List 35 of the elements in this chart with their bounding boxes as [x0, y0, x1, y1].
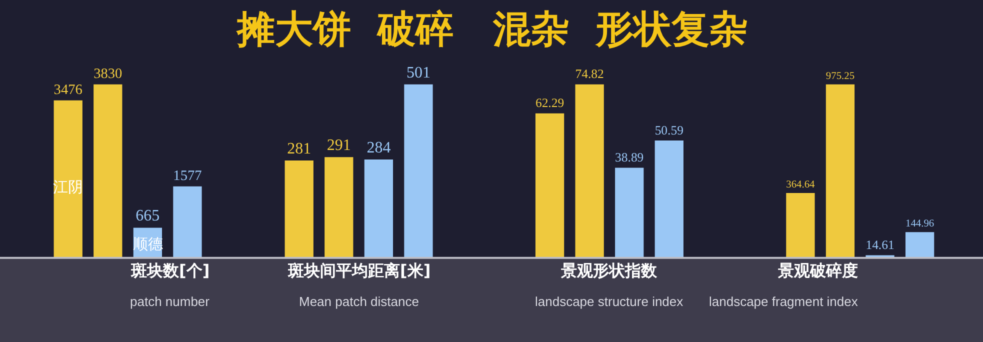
data-label: 284	[366, 140, 391, 157]
x-axis-title: 景观形状指数 landscape structure index	[535, 261, 684, 309]
bar	[284, 160, 314, 258]
data-label: 38.89	[615, 150, 644, 165]
x-axis-title: 斑块数[个] patch number	[130, 261, 210, 309]
data-label: 665	[136, 208, 160, 225]
data-label: 50.59	[654, 123, 684, 138]
bar	[826, 84, 855, 258]
bar	[786, 193, 815, 258]
text: 摊大饼 破碎 混杂 形状复杂	[236, 7, 748, 51]
bar	[654, 140, 684, 258]
bar	[364, 160, 394, 258]
data-label: 281	[287, 140, 312, 158]
data-label: 14.61	[866, 238, 894, 252]
data-label: 74.82	[575, 67, 604, 82]
data-label: 1577	[173, 168, 202, 184]
data-label: 291	[326, 137, 351, 154]
bar	[905, 232, 934, 258]
bar	[404, 84, 433, 258]
bar	[54, 100, 82, 258]
data-label: 364.64	[786, 179, 816, 190]
bar	[575, 84, 604, 258]
data-label: 144.96	[905, 218, 934, 230]
data-label: 501	[406, 64, 430, 82]
data-label: 3830	[94, 66, 122, 82]
bar	[324, 157, 354, 258]
bar	[615, 168, 644, 258]
bar	[94, 84, 122, 258]
x-axis-title: 景观破碎度 landscape fragment index	[709, 261, 858, 309]
data-label: 3476	[54, 82, 82, 98]
x-axis-title: 斑块间平均距离[米] Mean patch distance	[287, 261, 431, 309]
data-label: 975.25	[826, 70, 855, 82]
bar	[173, 186, 202, 258]
bar	[535, 113, 564, 258]
data-label: 62.29	[535, 96, 564, 110]
